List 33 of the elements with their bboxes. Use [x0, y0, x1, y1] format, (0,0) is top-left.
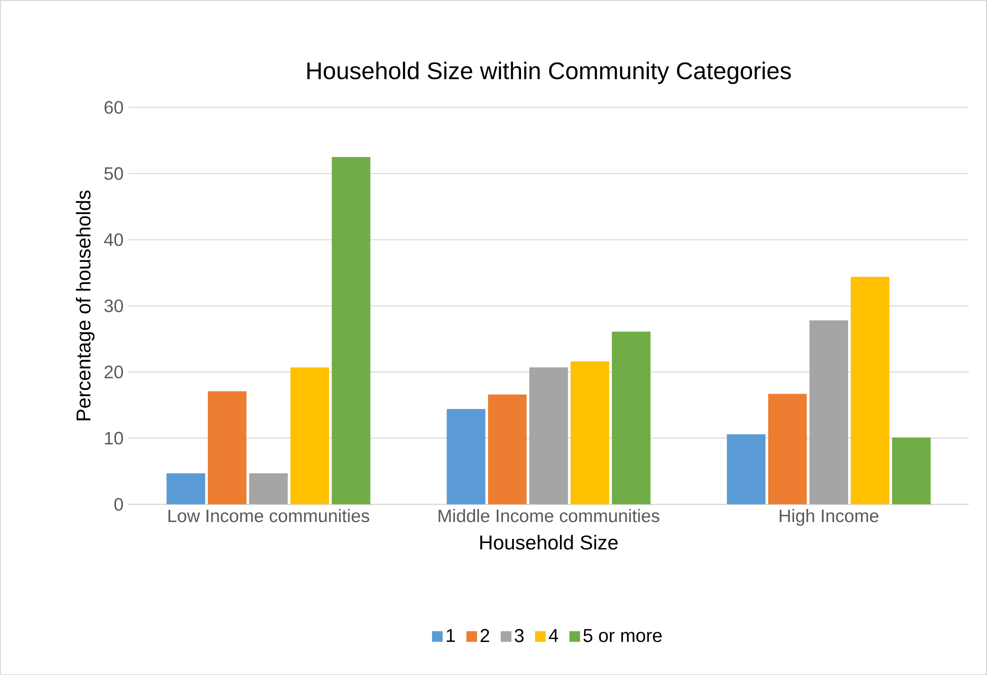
bar [768, 394, 807, 504]
bar [208, 391, 246, 504]
legend-label: 1 [446, 628, 455, 642]
bar [809, 320, 848, 504]
bar [290, 367, 330, 504]
bar [249, 473, 288, 504]
bar [332, 156, 370, 504]
y-axis-title: Percentage of households [76, 190, 95, 420]
bar [850, 276, 890, 504]
legend-label: 5 or more [583, 628, 662, 642]
bar [612, 332, 651, 504]
bar [529, 367, 568, 504]
y-tick-label: 30 [104, 299, 123, 312]
y-tick-label: 50 [104, 167, 123, 180]
y-tick-label: 10 [105, 432, 123, 444]
y-tick-label: 0 [114, 498, 123, 511]
legend-label: 3 [514, 628, 524, 642]
x-tick-label: Low Income communities [168, 508, 370, 522]
legend-label: 2 [480, 628, 490, 642]
y-tick-label: 20 [104, 365, 123, 378]
bar [166, 473, 206, 504]
x-tick-label: High Income [780, 508, 878, 526]
x-tick-label: Middle Income communities [438, 508, 660, 522]
bar [488, 394, 527, 504]
bar [892, 437, 931, 504]
x-axis-title: Household Size [480, 534, 618, 550]
bar [570, 361, 610, 504]
bar [446, 408, 486, 504]
chart-title: Household Size within Community Categories [307, 62, 791, 84]
bar [726, 434, 766, 504]
y-tick-label: 40 [104, 233, 123, 246]
y-tick-label: 60 [104, 100, 123, 114]
legend-label: 4 [548, 628, 558, 642]
